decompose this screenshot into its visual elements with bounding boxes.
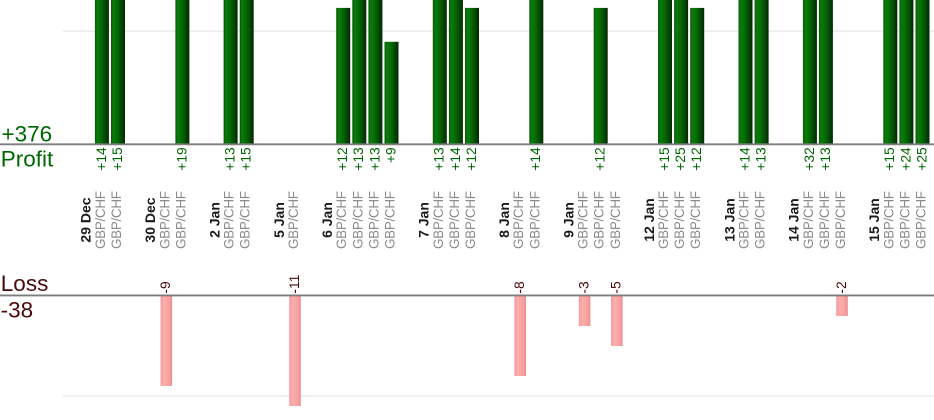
svg-text:GBP/CHF: GBP/CHF (222, 191, 237, 249)
svg-text:+25: +25 (673, 147, 688, 171)
svg-text:+25: +25 (914, 147, 929, 171)
svg-text:+19: +19 (174, 147, 189, 171)
svg-text:+13: +13 (367, 147, 382, 171)
svg-text:GBP/CHF: GBP/CHF (109, 191, 124, 249)
svg-text:-3: -3 (577, 281, 592, 294)
svg-text:-9: -9 (158, 281, 173, 294)
svg-text:GBP/CHF: GBP/CHF (688, 191, 703, 249)
svg-text:+14: +14 (528, 147, 543, 171)
svg-text:8 Jan: 8 Jan (496, 202, 512, 238)
svg-text:+13: +13 (754, 147, 769, 171)
svg-text:+9: +9 (383, 147, 398, 163)
svg-text:+15: +15 (239, 147, 254, 171)
svg-text:GBP/CHF: GBP/CHF (801, 191, 816, 249)
svg-text:+14: +14 (448, 147, 463, 171)
svg-text:-5: -5 (609, 281, 624, 294)
svg-text:+13: +13 (818, 147, 833, 171)
svg-text:+12: +12 (464, 147, 479, 170)
svg-text:GBP/CHF: GBP/CHF (737, 191, 752, 249)
svg-text:GBP/CHF: GBP/CHF (350, 191, 365, 249)
svg-text:GBP/CHF: GBP/CHF (173, 191, 188, 249)
svg-text:GBP/CHF: GBP/CHF (881, 191, 896, 249)
svg-text:GBP/CHF: GBP/CHF (286, 191, 301, 249)
svg-text:-2: -2 (834, 281, 849, 293)
svg-text:+376: +376 (2, 121, 53, 146)
svg-text:GBP/CHF: GBP/CHF (833, 191, 848, 249)
svg-text:+12: +12 (689, 147, 704, 170)
svg-text:GBP/CHF: GBP/CHF (608, 191, 623, 249)
svg-text:GBP/CHF: GBP/CHF (576, 191, 591, 249)
svg-text:-38: -38 (1, 297, 34, 322)
svg-text:+15: +15 (882, 147, 897, 171)
svg-text:+15: +15 (657, 147, 672, 171)
svg-text:15 Jan: 15 Jan (866, 198, 882, 242)
svg-text:+24: +24 (898, 147, 913, 171)
svg-text:9 Jan: 9 Jan (560, 202, 576, 238)
svg-text:GBP/CHF: GBP/CHF (431, 191, 446, 249)
svg-text:+14: +14 (737, 147, 752, 171)
svg-text:GBP/CHF: GBP/CHF (592, 191, 607, 249)
svg-text:-11: -11 (287, 275, 302, 294)
svg-text:GBP/CHF: GBP/CHF (753, 191, 768, 249)
svg-text:GBP/CHF: GBP/CHF (527, 191, 542, 249)
svg-text:Loss: Loss (1, 271, 49, 296)
svg-text:5 Jan: 5 Jan (271, 202, 287, 238)
svg-text:+13: +13 (432, 147, 447, 171)
svg-text:GBP/CHF: GBP/CHF (157, 191, 172, 249)
svg-text:GBP/CHF: GBP/CHF (656, 191, 671, 249)
svg-text:GBP/CHF: GBP/CHF (334, 191, 349, 249)
svg-text:6 Jan: 6 Jan (319, 202, 335, 238)
svg-text:+15: +15 (110, 147, 125, 171)
svg-text:+12: +12 (593, 147, 608, 170)
svg-text:7 Jan: 7 Jan (416, 202, 432, 238)
svg-text:14 Jan: 14 Jan (786, 198, 802, 242)
svg-text:29 Dec: 29 Dec (78, 197, 94, 242)
svg-text:30 Dec: 30 Dec (142, 197, 158, 242)
svg-text:13 Jan: 13 Jan (721, 198, 737, 242)
svg-text:+32: +32 (802, 147, 817, 170)
svg-text:GBP/CHF: GBP/CHF (914, 191, 929, 249)
svg-text:GBP/CHF: GBP/CHF (511, 191, 526, 249)
svg-text:Profit: Profit (1, 146, 54, 171)
svg-text:+13: +13 (351, 147, 366, 171)
svg-text:-8: -8 (512, 281, 527, 294)
svg-text:+13: +13 (223, 147, 238, 171)
svg-text:GBP/CHF: GBP/CHF (366, 191, 381, 249)
svg-text:2 Jan: 2 Jan (206, 202, 222, 238)
svg-text:+14: +14 (94, 147, 109, 171)
svg-text:GBP/CHF: GBP/CHF (817, 191, 832, 249)
svg-text:GBP/CHF: GBP/CHF (463, 191, 478, 249)
svg-text:GBP/CHF: GBP/CHF (447, 191, 462, 249)
svg-text:GBP/CHF: GBP/CHF (238, 191, 253, 249)
svg-text:GBP/CHF: GBP/CHF (897, 191, 912, 249)
svg-text:+12: +12 (335, 147, 350, 170)
svg-text:GBP/CHF: GBP/CHF (383, 191, 398, 249)
svg-text:GBP/CHF: GBP/CHF (672, 191, 687, 249)
svg-text:12 Jan: 12 Jan (641, 198, 657, 242)
svg-text:GBP/CHF: GBP/CHF (93, 191, 108, 249)
